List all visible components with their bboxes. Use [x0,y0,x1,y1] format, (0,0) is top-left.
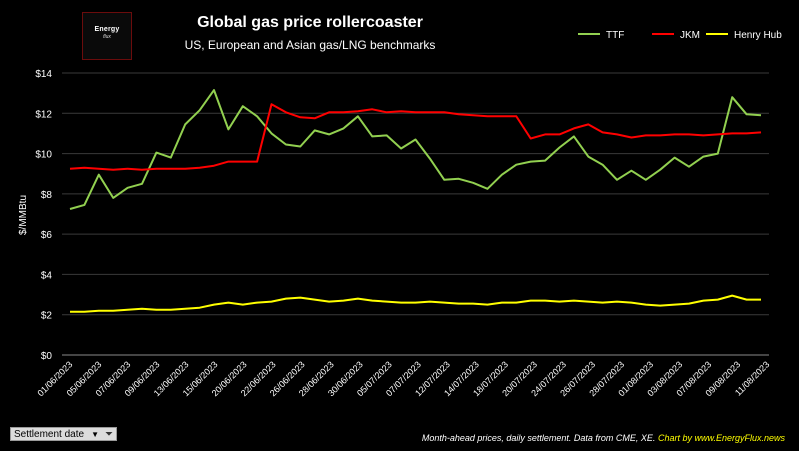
legend-label-jkm: JKM [680,30,700,41]
logo-subtext: flux [103,34,111,40]
filter-label: Settlement date [14,429,85,440]
y-tick-label: $4 [41,270,53,281]
y-tick-label: $2 [41,311,53,322]
legend-item-ttf: TTF [578,30,624,41]
x-axis-ticks: 01/06/202305/06/202307/06/202309/06/2023… [35,359,771,398]
y-tick-label: $10 [35,150,52,161]
y-axis-label: $/MMBtu [18,195,29,235]
y-tick-label: $12 [35,109,52,120]
legend-swatch-jkm [652,33,674,36]
y-tick-label: $6 [41,230,53,241]
logo-text: Energy [94,26,120,33]
source-text: Month-ahead prices, daily settlement. Da… [421,433,656,443]
legend-swatch-henry-hub [706,33,728,36]
chart-subtitle: US, European and Asian gas/LNG benchmark… [184,38,436,52]
y-tick-label: $8 [41,190,53,201]
energyflux-logo: Energy flux [82,12,132,60]
legend-label-ttf: TTF [606,30,625,41]
y-tick-label: $0 [41,351,53,362]
chart-title: Global gas price rollercoaster [197,14,423,31]
legend-swatch-ttf [578,33,600,36]
source-note: Month-ahead prices, daily settlement. Da… [422,433,785,443]
filter-funnel-icon: ⏷ [105,429,113,440]
chart-credit: Chart by www.EnergyFlux.news [657,433,785,443]
y-axis-ticks: $0 $2 $4 $6 $8 $10 $12 $14 [35,69,52,362]
series-line-henry-hub [70,294,761,313]
dropdown-arrow-icon: ▼ [91,430,99,439]
series-line-ttf [69,89,762,210]
gridlines [62,72,769,356]
settlement-date-filter-button[interactable]: Settlement date ▼ ⏷ [10,427,117,441]
legend-item-jkm: JKM [652,30,700,41]
legend-item-henry-hub: Henry Hub [706,30,782,41]
y-tick-label: $14 [35,69,52,80]
legend-label-henry-hub: Henry Hub [734,30,782,41]
series-lines [69,89,762,313]
series-line-jkm [69,103,762,171]
